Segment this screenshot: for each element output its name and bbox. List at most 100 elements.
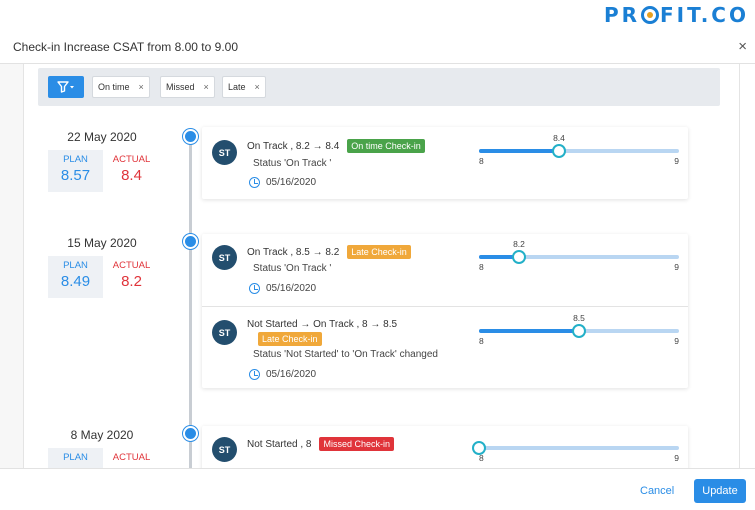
group-date: 22 May 2020 — [67, 130, 137, 144]
slider-max: 9 — [674, 453, 679, 463]
plan-label: PLAN — [63, 154, 88, 165]
entry-title: On Track , 8.5 → 8.2 Late Check-in — [247, 245, 411, 259]
avatar: ST — [212, 245, 237, 270]
slider-track — [479, 255, 679, 259]
checkin-card: ST Not Started , 8 Missed Check-in 8 9 — [202, 426, 688, 468]
checkin-entry: ST Not Started → On Track , 8 → 8.5 Late… — [202, 306, 688, 388]
slider-current-value: 8.5 — [573, 313, 585, 323]
slider-thumb — [552, 144, 566, 158]
avatar: ST — [212, 320, 237, 345]
timeline-line — [189, 136, 192, 468]
timeline-dot — [183, 234, 198, 249]
entry-change-text: On Track , 8.5 → 8.2 — [247, 247, 340, 258]
actual-box: ACTUAL 8.4 — [104, 150, 159, 192]
brand-bar: PR FIT.CO — [0, 0, 755, 30]
slider-fill — [479, 329, 579, 333]
chip-label: On time — [98, 82, 130, 92]
checkin-entry: ST Not Started , 8 Missed Check-in 8 9 — [202, 426, 688, 468]
filter-chip-on-time: On time × — [92, 76, 150, 98]
chip-remove-button[interactable]: × — [254, 82, 260, 92]
entry-badge-row: Late Check-in — [258, 332, 322, 346]
clock-icon — [249, 369, 260, 380]
entry-date-text: 05/16/2020 — [266, 369, 317, 380]
plan-label: PLAN — [63, 452, 88, 463]
slider-min: 8 — [479, 336, 484, 346]
clock-icon — [249, 177, 260, 188]
checkin-entry: ST On Track , 8.5 → 8.2 Late Check-in Sta… — [202, 234, 688, 306]
entry-status: Status 'On Track ' — [253, 263, 332, 274]
actual-value: 8.4 — [121, 167, 142, 184]
group-date: 8 May 2020 — [70, 428, 134, 442]
plan-value: 8.57 — [60, 167, 91, 184]
filter-icon — [57, 81, 74, 93]
progress-slider: 8.4 8 9 — [479, 133, 679, 167]
entry-date: 05/16/2020 — [249, 369, 316, 380]
logo-target-icon — [641, 6, 659, 24]
plan-label: PLAN — [63, 260, 88, 271]
actual-box: ACTUAL — [104, 448, 159, 468]
scrollbar[interactable] — [739, 64, 755, 468]
missed-badge: Missed Check-in — [319, 437, 395, 451]
checkin-card: ST On Track , 8.5 → 8.2 Late Check-in Sta… — [202, 234, 688, 388]
timeline-dot — [183, 426, 198, 441]
actual-box: ACTUAL 8.2 — [104, 256, 159, 298]
slider-fill — [479, 149, 559, 153]
avatar: ST — [212, 437, 237, 462]
filter-chip-missed: Missed × — [160, 76, 215, 98]
actual-label: ACTUAL — [112, 260, 151, 271]
plan-box: PLAN 8.57 — [48, 150, 103, 192]
entry-status: Status 'Not Started' to 'On Track' chang… — [253, 349, 438, 360]
slider-max: 9 — [674, 336, 679, 346]
footer-divider — [0, 468, 755, 469]
close-button[interactable]: × — [738, 38, 747, 55]
slider-min: 8 — [479, 453, 484, 463]
slider-max: 9 — [674, 156, 679, 166]
entry-date: 05/16/2020 — [249, 283, 316, 294]
slider-track — [479, 446, 679, 450]
clock-icon — [249, 283, 260, 294]
entry-status: Status 'On Track ' — [253, 158, 332, 169]
checkin-history-panel: On time × Missed × Late × 22 May 2020 PL… — [24, 64, 739, 468]
filter-bar: On time × Missed × Late × — [38, 68, 720, 106]
entry-title: Not Started , 8 Missed Check-in — [247, 437, 395, 451]
update-button[interactable]: Update — [694, 479, 746, 503]
slider-track — [479, 149, 679, 153]
filter-dropdown-button[interactable] — [48, 76, 84, 98]
slider-current-value: 8.2 — [513, 239, 525, 249]
slider-thumb — [472, 441, 486, 455]
late-badge: Late Check-in — [347, 245, 411, 259]
slider-max: 9 — [674, 262, 679, 272]
slider-thumb — [512, 250, 526, 264]
cancel-button[interactable]: Cancel — [640, 485, 675, 497]
plan-box: PLAN — [48, 448, 103, 468]
progress-slider: 8.2 8 9 — [479, 239, 679, 273]
checkin-card: ST On Track , 8.2 → 8.4 On time Check-in … — [202, 127, 688, 199]
left-rail — [0, 64, 24, 468]
checkin-entry: ST On Track , 8.2 → 8.4 On time Check-in … — [202, 127, 688, 199]
progress-slider: 8 9 — [472, 434, 679, 464]
entry-date-text: 05/16/2020 — [266, 177, 317, 188]
slider-min: 8 — [479, 262, 484, 272]
chip-label: Missed — [166, 82, 195, 92]
modal-title: Check-in Increase CSAT from 8.00 to 9.00 — [13, 40, 238, 54]
entry-date: 05/16/2020 — [249, 177, 316, 188]
slider-min: 8 — [479, 156, 484, 166]
progress-slider: 8.5 8 9 — [479, 313, 679, 347]
slider-thumb — [572, 324, 586, 338]
chip-remove-button[interactable]: × — [203, 82, 209, 92]
avatar: ST — [212, 140, 237, 165]
entry-title: On Track , 8.2 → 8.4 On time Check-in — [247, 139, 425, 153]
filter-chip-late: Late × — [222, 76, 266, 98]
entry-change-text: On Track , 8.2 → 8.4 — [247, 141, 340, 152]
plan-value: 8.49 — [60, 273, 91, 290]
slider-current-value: 8.4 — [553, 133, 565, 143]
actual-label: ACTUAL — [112, 154, 151, 165]
entry-date-text: 05/16/2020 — [266, 283, 317, 294]
late-badge: Late Check-in — [258, 332, 322, 346]
timeline-dot — [183, 129, 198, 144]
on-time-badge: On time Check-in — [347, 139, 425, 153]
slider-fill — [479, 255, 519, 259]
chip-remove-button[interactable]: × — [138, 82, 144, 92]
entry-title: Not Started → On Track , 8 → 8.5 — [247, 319, 398, 330]
